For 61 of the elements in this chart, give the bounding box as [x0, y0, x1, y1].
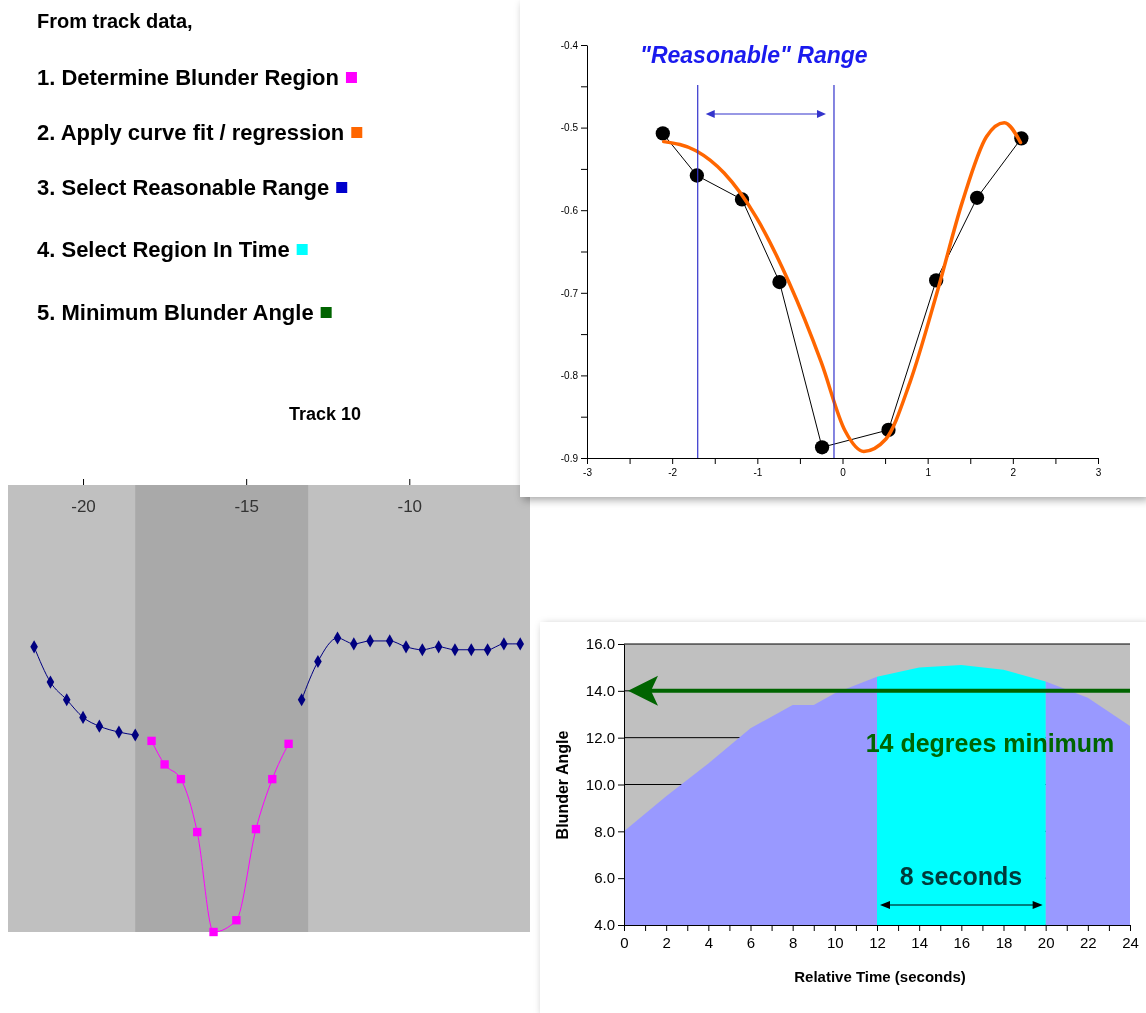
text: 5. Minimum Blunder Angle — [37, 300, 314, 325]
x-tick-label: 6 — [746, 933, 756, 951]
text: 1. Determine Blunder Region — [37, 65, 339, 90]
x-tick-label: 18 — [995, 933, 1013, 951]
x-tick-label: 16 — [953, 933, 971, 951]
y-tick-label: -0.8 — [560, 370, 579, 382]
x-tick-label: 2 — [1010, 467, 1017, 478]
point — [969, 190, 985, 205]
y-axis-title: Blunder Angle — [554, 730, 571, 840]
chart-title: Track 10 — [288, 404, 362, 424]
y-tick-label: -0.5 — [560, 122, 579, 134]
y-tick-label: -0.9 — [560, 452, 579, 464]
point — [209, 927, 218, 937]
x-tick-label: 20 — [1037, 933, 1055, 951]
y-tick-label: 8.0 — [594, 822, 615, 840]
point — [232, 916, 241, 925]
point — [814, 440, 830, 455]
text: 2. Apply curve fit / regression — [37, 120, 345, 145]
x-tick-label: 8 — [788, 933, 798, 951]
point — [284, 739, 293, 749]
point — [176, 774, 186, 784]
x-tick-label: -20 — [71, 496, 96, 516]
x-tick-label: 1 — [925, 467, 932, 478]
x-tick-label: 10 — [826, 933, 844, 951]
point — [193, 827, 202, 837]
x-tick-label: -1 — [753, 467, 763, 478]
point — [160, 760, 169, 769]
point — [251, 824, 261, 834]
x-tick-label: -15 — [234, 496, 259, 516]
y-tick-label: 14.0 — [585, 682, 615, 700]
y-tick-label: 12.0 — [585, 728, 615, 746]
x-tick-label: 0 — [620, 933, 629, 951]
x-tick-label: 0 — [840, 467, 847, 478]
text: From track data, — [37, 10, 193, 32]
x-tick-label: 14 — [911, 933, 929, 951]
y-tick-label: -0.7 — [560, 287, 579, 299]
point — [689, 168, 704, 183]
x-tick-label: -10 — [397, 496, 423, 516]
chart-title: "Reasonable" Range — [640, 42, 868, 68]
x-tick-label: -2 — [668, 467, 678, 478]
point — [772, 274, 787, 290]
x-tick-label: 2 — [662, 933, 671, 951]
text: 4. Select Region In Time — [37, 237, 290, 262]
x-tick-label: -3 — [583, 467, 593, 478]
y-tick-label: 4.0 — [594, 916, 615, 934]
x-tick-label: 4 — [704, 933, 714, 951]
y-tick-label: -0.4 — [560, 39, 579, 51]
point — [147, 736, 156, 746]
x-tick-label: 24 — [1122, 933, 1139, 951]
x-axis-title: Relative Time (seconds) — [794, 968, 966, 985]
x-tick-label: 12 — [869, 933, 886, 951]
annotation: 8 seconds — [899, 862, 1023, 890]
y-tick-label: 10.0 — [585, 775, 615, 793]
point — [655, 126, 670, 141]
x-tick-label: 22 — [1079, 933, 1097, 951]
y-tick-label: -0.6 — [560, 204, 579, 216]
y-tick-label: 6.0 — [594, 869, 615, 887]
text: 3. Select Reasonable Range — [37, 175, 330, 200]
point — [268, 774, 277, 784]
y-tick-label: 16.0 — [585, 635, 615, 653]
x-tick-label: 3 — [1095, 467, 1102, 478]
